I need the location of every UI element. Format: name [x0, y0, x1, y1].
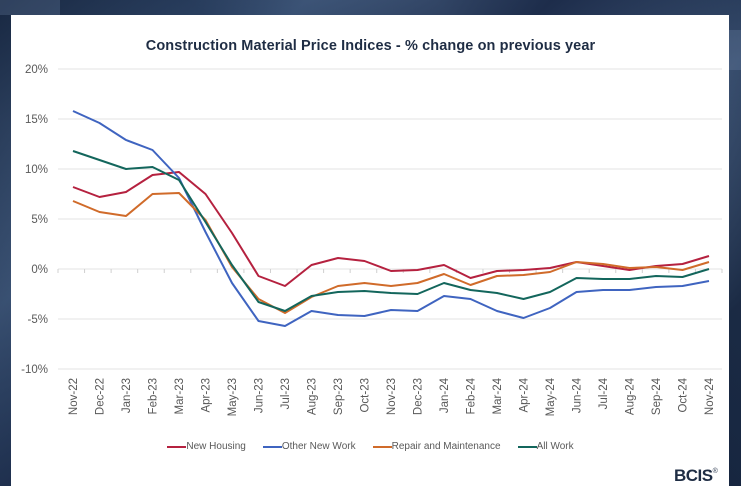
x-tick-label: Jun-24 [572, 377, 584, 413]
y-tick-label: 10% [25, 164, 48, 176]
series-line-new-housing [72, 171, 710, 287]
x-tick-label: May-24 [545, 377, 557, 416]
x-tick-label: Apr-24 [519, 377, 531, 412]
legend-swatch [262, 445, 282, 448]
x-tick-label: Feb-24 [466, 377, 478, 414]
x-tick-label: Oct-23 [360, 378, 372, 413]
x-tick-label: Jan-24 [439, 377, 451, 413]
series-line-all-work [72, 150, 710, 312]
y-tick-label: -10% [21, 364, 48, 376]
x-tick-label: Mar-24 [492, 377, 504, 414]
legend-label: New Housing [186, 441, 246, 452]
legend-swatch [517, 445, 537, 448]
x-tick-label: Apr-23 [201, 378, 213, 413]
x-tick-label: Mar-23 [174, 378, 186, 414]
legend-label: Other New Work [281, 441, 356, 452]
legend-swatch [167, 445, 187, 448]
logo-text: BCIS [674, 466, 713, 485]
legend-item-other-new-work: Other New Work [262, 441, 356, 452]
legend-item-repair-and-maintenance: Repair and Maintenance [372, 441, 501, 452]
background-facet [0, 0, 60, 15]
y-tick-label: 5% [31, 214, 48, 226]
x-tick-label: Nov-24 [704, 377, 716, 415]
x-tick-label: Dec-23 [413, 378, 425, 415]
gridlines [58, 68, 722, 370]
x-tick-label: Jun-23 [254, 378, 266, 413]
x-tick-label: Nov-23 [386, 378, 398, 415]
x-tick-label: Jan-23 [121, 378, 133, 413]
legend-swatch [372, 445, 392, 448]
y-tick-label: 0% [31, 264, 48, 276]
x-tick-label: Sep-23 [333, 378, 345, 415]
x-tick-label: Sep-24 [651, 377, 663, 415]
legend-item-all-work: All Work [517, 441, 574, 452]
y-tick-label: -5% [28, 314, 48, 326]
x-tick-label: Jul-24 [598, 377, 610, 409]
series-line-repair-and-maintenance [72, 192, 710, 314]
x-tick-label: Nov-22 [68, 378, 80, 415]
x-tick-label: Feb-23 [148, 378, 160, 414]
x-tick-label: Oct-24 [678, 377, 690, 412]
y-tick-label: 15% [25, 114, 48, 126]
series-line-other-new-work [72, 110, 710, 327]
chart-title: Construction Material Price Indices - % … [145, 38, 596, 54]
legend-label: All Work [536, 441, 574, 452]
x-tick-label: Dec-22 [95, 378, 107, 415]
legend: New Housing Other New Work Repair and Main… [0, 441, 741, 452]
legend-item-new-housing: New Housing [167, 441, 246, 452]
bcis-logo: BCIS® [674, 466, 718, 486]
y-tick-label: 20% [25, 64, 48, 76]
x-tick-label: May-23 [227, 378, 239, 416]
series-lines [72, 110, 710, 327]
x-tick-label: Aug-23 [307, 378, 319, 415]
x-tick-label: Jul-23 [280, 378, 292, 409]
legend-label: Repair and Maintenance [391, 441, 501, 452]
y-axis: 20% 15% 10% 5% 0% -5% -10% [21, 64, 48, 376]
chart-panel [11, 15, 729, 486]
background-facet [729, 30, 741, 70]
registered-mark: ® [712, 468, 718, 475]
x-axis: Nov-22 Dec-22 Jan-23 Feb-23 Mar-23 Apr-23 May-… [57, 269, 723, 416]
x-tick-label: Aug-24 [625, 377, 637, 415]
